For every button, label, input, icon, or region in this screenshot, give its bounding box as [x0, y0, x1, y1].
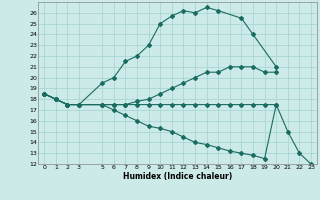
X-axis label: Humidex (Indice chaleur): Humidex (Indice chaleur)	[123, 172, 232, 181]
